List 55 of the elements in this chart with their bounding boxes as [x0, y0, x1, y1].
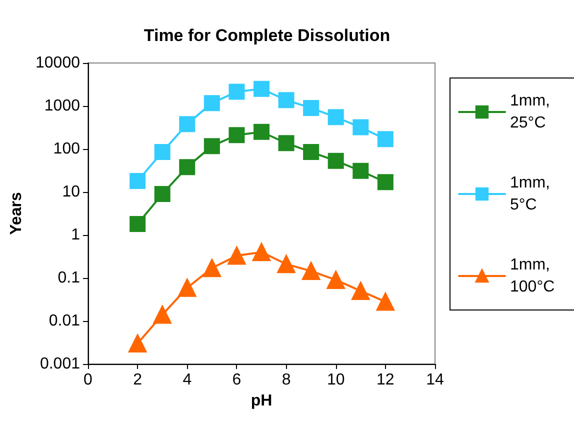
y-tick-label: 10 [62, 184, 80, 200]
x-tick-label: 12 [376, 372, 394, 388]
point [278, 135, 294, 152]
point [328, 109, 344, 126]
point [303, 100, 320, 116]
point [377, 131, 394, 148]
point [254, 80, 270, 97]
point [204, 138, 220, 154]
x-tick-label: 6 [232, 372, 242, 388]
point [376, 292, 394, 311]
point [377, 174, 394, 190]
point [128, 334, 147, 352]
point [130, 216, 146, 232]
point [328, 152, 344, 169]
y-tick-label: 0.001 [40, 356, 80, 372]
point [202, 259, 221, 278]
point [153, 306, 172, 324]
y-tick-label: 0.01 [48, 312, 80, 330]
y-tick-label: 100 [53, 140, 80, 158]
x-tick-label: 0 [84, 372, 93, 388]
x-tick-label: 4 [182, 372, 192, 388]
point [204, 95, 220, 112]
point [179, 159, 196, 176]
x-tick-label: 8 [282, 372, 291, 388]
chart-title: Time for Complete Dissolution [144, 26, 390, 45]
point [277, 255, 296, 274]
y-axis-title: Years [8, 192, 26, 235]
y-tick-label: 10000 [36, 54, 80, 72]
point [252, 243, 270, 262]
y-tick-label: 0.1 [58, 270, 80, 286]
point [228, 246, 246, 265]
point [352, 119, 369, 136]
point [130, 173, 146, 190]
point [154, 144, 170, 160]
legend-label: 1mm, 25°C [510, 92, 554, 132]
point [254, 124, 270, 140]
point [154, 186, 170, 202]
y-tick-label: 1000 [44, 98, 80, 114]
point [326, 270, 345, 289]
x-tick-label: 14 [426, 372, 444, 388]
point [228, 127, 245, 144]
legend-label: 1mm, 5°C [510, 174, 554, 214]
point [228, 84, 245, 100]
point [178, 278, 196, 297]
x-tick-label: 2 [133, 372, 142, 388]
point [352, 282, 370, 300]
y-tick-label: 1 [71, 226, 80, 244]
legend-label: 1mm, 100°C [510, 256, 555, 296]
point [278, 92, 294, 108]
point [303, 144, 320, 160]
point [302, 262, 320, 280]
point [179, 116, 196, 132]
x-tick-label: 10 [326, 372, 345, 388]
x-axis-title: pH [250, 392, 272, 410]
point [352, 162, 369, 179]
